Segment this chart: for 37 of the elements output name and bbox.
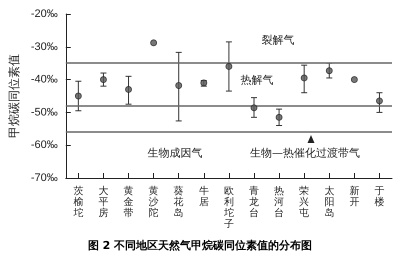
point	[74, 92, 82, 100]
x-tick-label: 新开	[349, 185, 360, 208]
y-tick-label: -70‰	[30, 172, 58, 184]
x-tick-label: 大平房	[98, 185, 108, 219]
text: 图 2 不同地区天然气甲烷碳同位素值的分布图	[86, 238, 314, 253]
annotation: 生物成因气	[148, 146, 202, 160]
x-tick-label: 荣兴屯	[299, 185, 310, 219]
x-tick-label: 青龙台	[248, 185, 259, 219]
point	[226, 63, 232, 70]
x-tick-label: 黄金带	[124, 185, 134, 219]
y-axis-title: 甲烷碳同位素值	[7, 54, 21, 138]
annotation: 热解气	[240, 74, 274, 86]
y-tick-label: -30‰	[30, 40, 58, 53]
point	[276, 114, 282, 121]
annotation: 生物—热催化过渡带气	[250, 146, 360, 160]
y-tick-label: -20‰	[30, 8, 58, 20]
x-tick-label: 热河台	[274, 186, 284, 219]
point	[350, 76, 358, 83]
x-tick-label: 黄沙陀	[148, 185, 159, 219]
point	[100, 76, 107, 83]
point	[326, 67, 333, 74]
point	[175, 82, 182, 89]
x-tick-label: 茨榆坨	[72, 185, 84, 219]
point	[150, 39, 158, 46]
point	[125, 86, 132, 93]
y-tick-label: -50‰	[30, 106, 58, 118]
point	[376, 98, 383, 104]
x-tick-label: 于楼	[374, 186, 384, 208]
annotation: 裂解气	[262, 34, 294, 46]
point	[250, 104, 258, 112]
x-tick-label: 葵花岛	[174, 185, 184, 219]
x-tick-label: 太阳岛	[324, 185, 334, 219]
y-tick-label: -60‰	[30, 139, 58, 152]
point	[300, 74, 308, 82]
x-tick-label: 牛居	[198, 185, 209, 208]
y-tick-label: -40‰	[30, 74, 58, 86]
x-tick-label: 欧利坨子	[222, 186, 234, 230]
